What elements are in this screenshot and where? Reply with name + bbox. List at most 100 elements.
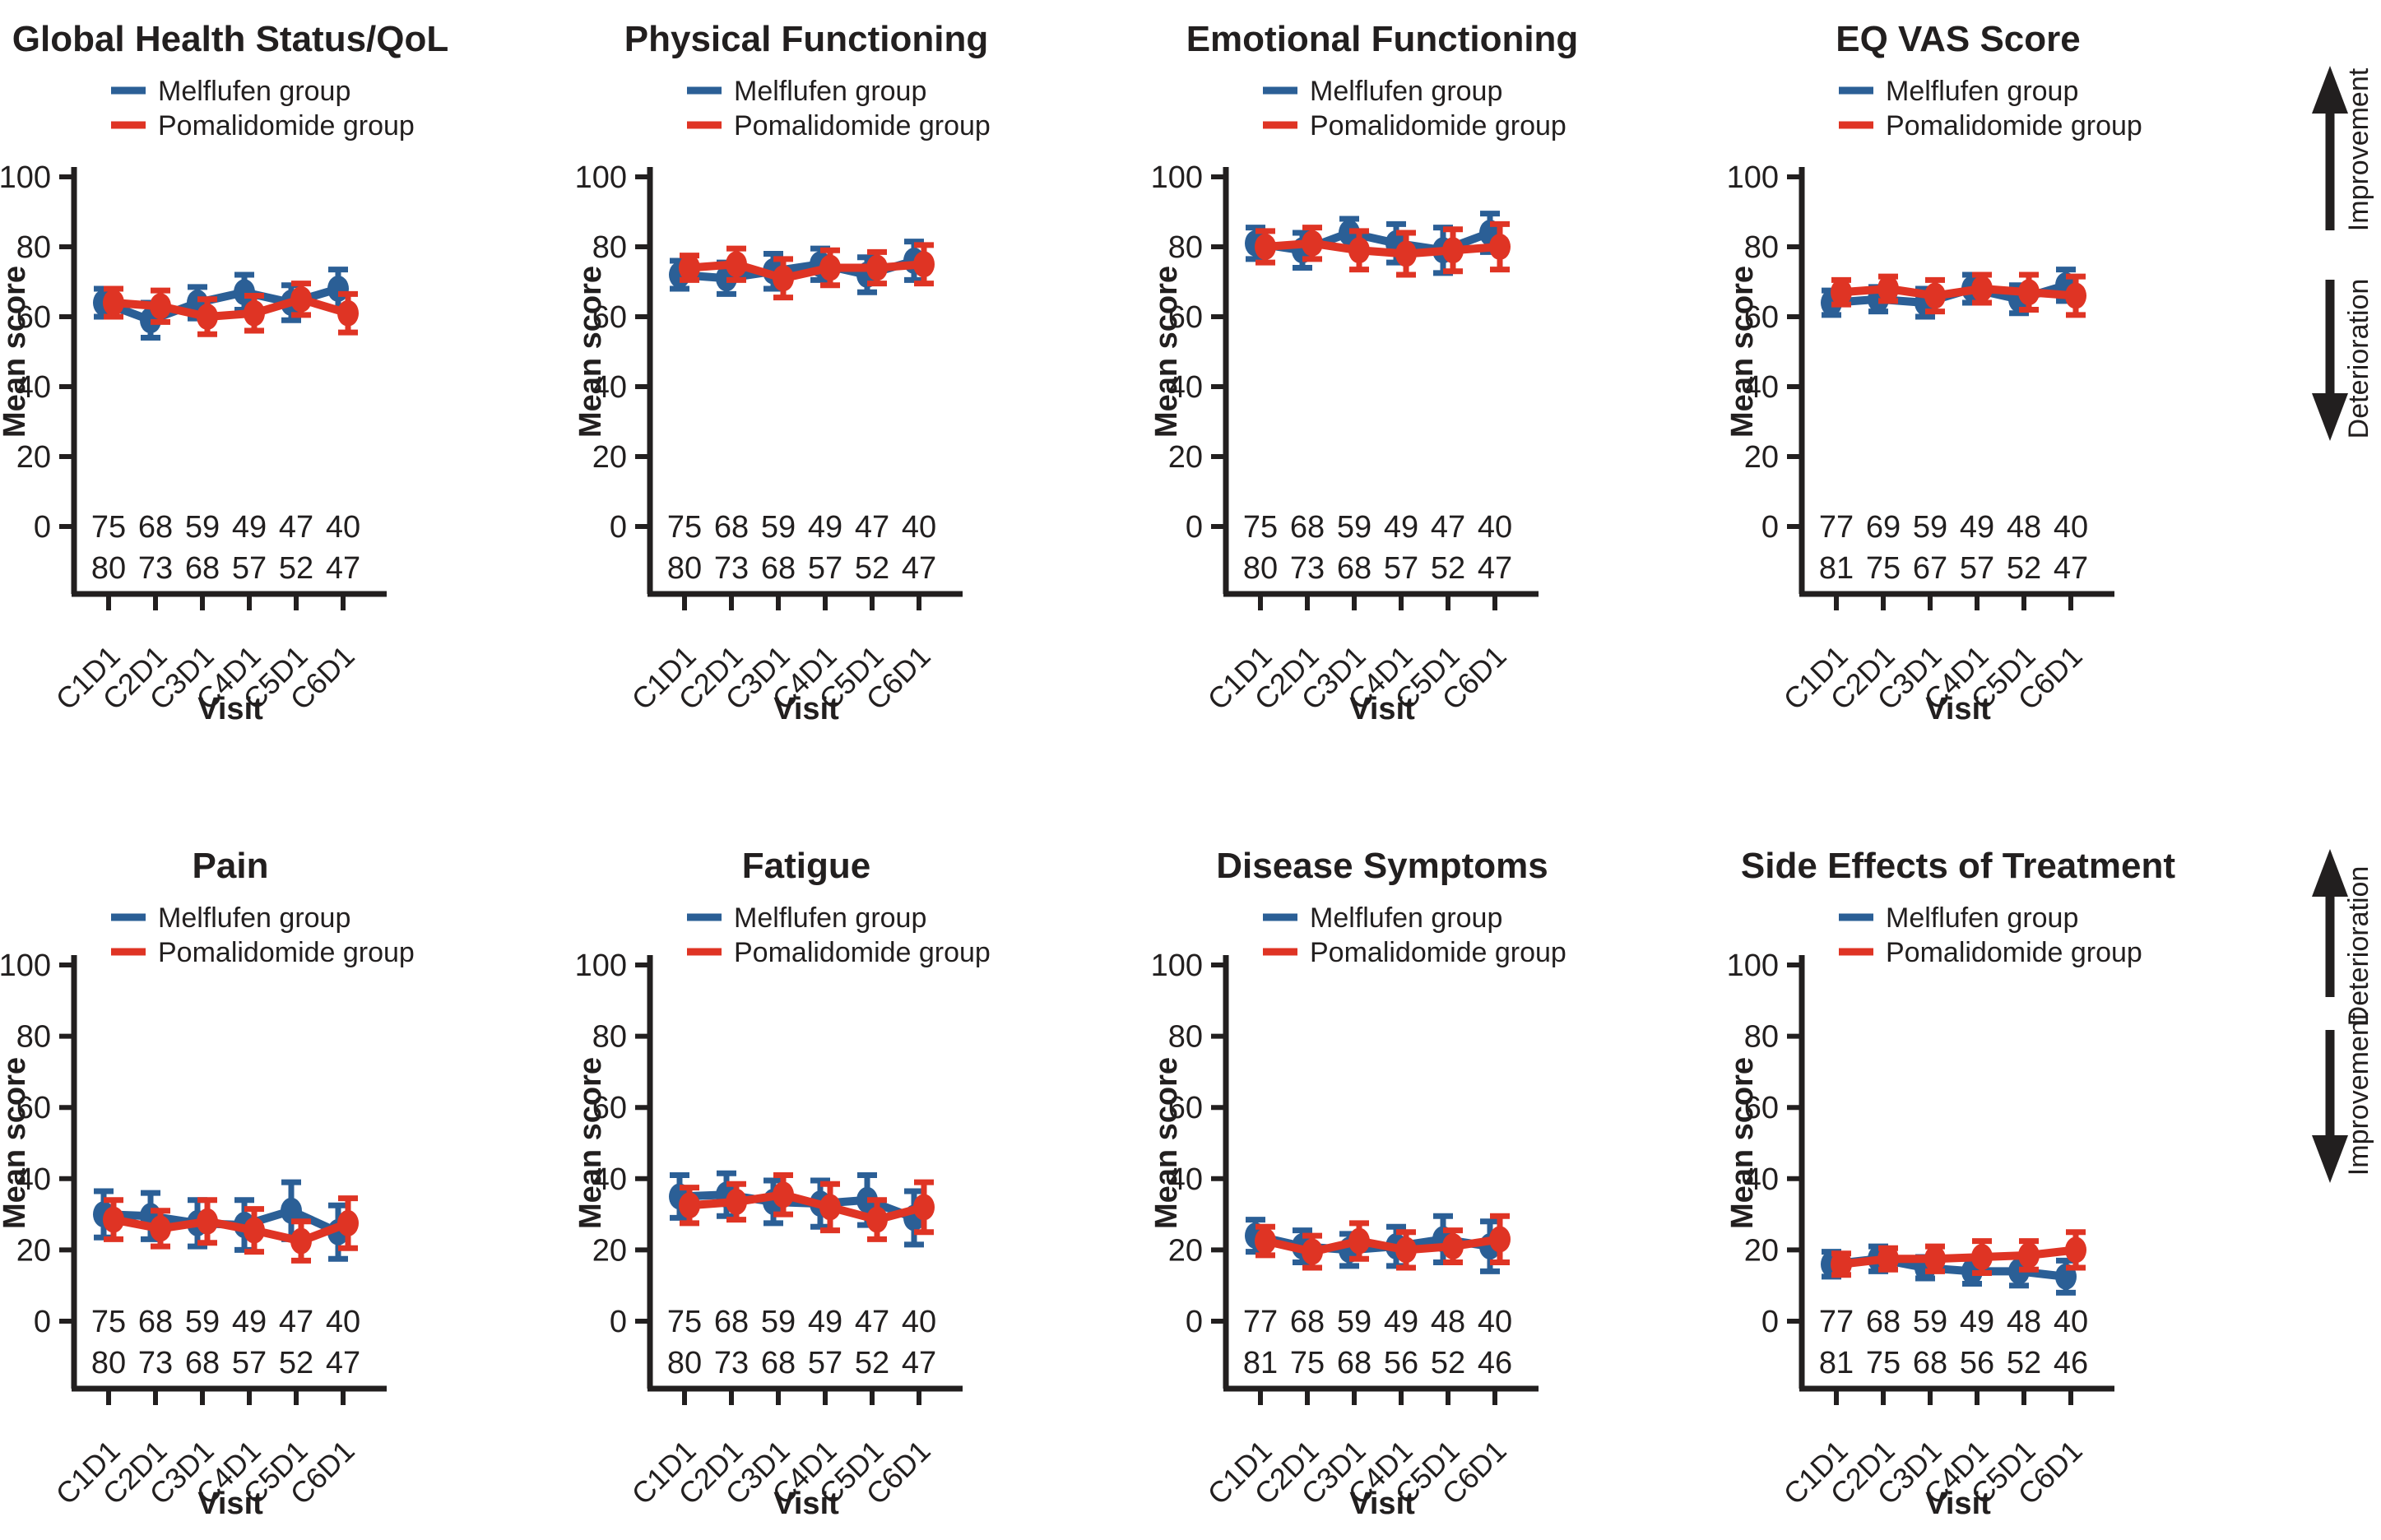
melflufen-legend-label: Melflufen group bbox=[1886, 902, 2078, 934]
y-ticks: 0 20 40 60 80 100 bbox=[1151, 160, 1226, 545]
pomalidomide-count: 47 bbox=[902, 1346, 936, 1380]
melflufen-count: 68 bbox=[714, 510, 749, 545]
y-tick-label: 0 bbox=[1186, 1305, 1203, 1339]
chart-title: Side Effects of Treatment bbox=[1741, 846, 2175, 886]
melflufen-count: 40 bbox=[2054, 510, 2088, 545]
melflufen-count: 49 bbox=[808, 1305, 842, 1339]
deterioration-label: Deterioration bbox=[2343, 866, 2374, 1027]
melflufen-legend-label: Melflufen group bbox=[158, 902, 350, 934]
data-point bbox=[913, 251, 935, 278]
legend: Melflufen group Pomalidomide group bbox=[1263, 902, 1566, 968]
melflufen-count: 75 bbox=[91, 1305, 126, 1339]
melflufen-count: 47 bbox=[1431, 510, 1465, 545]
pain-chart: Pain Melflufen group Pomalidomide group … bbox=[0, 846, 415, 1521]
deterioration-arrow-top-row: Deterioration bbox=[2312, 279, 2374, 441]
pomalidomide-count: 46 bbox=[2054, 1346, 2088, 1380]
pomalidomide-count: 57 bbox=[232, 1346, 267, 1380]
x-axis-label: Visit bbox=[773, 692, 839, 726]
pomalidomide-series bbox=[679, 1171, 935, 1242]
chart-title: Global Health Status/QoL bbox=[12, 19, 449, 59]
melflufen-count: 49 bbox=[808, 510, 842, 545]
data-point bbox=[913, 1194, 935, 1221]
data-point bbox=[2018, 1241, 2040, 1269]
improvement-label: Improvement bbox=[2343, 67, 2374, 231]
y-tick-label: 60 bbox=[16, 300, 51, 335]
data-point bbox=[290, 285, 312, 313]
pomalidomide-count: 57 bbox=[808, 1346, 842, 1380]
y-tick-label: 20 bbox=[592, 440, 627, 475]
melflufen-count: 59 bbox=[185, 1305, 220, 1339]
melflufen-count: 40 bbox=[326, 1305, 360, 1339]
arrow-head-up-icon bbox=[2312, 849, 2348, 897]
pomalidomide-count: 80 bbox=[1243, 551, 1278, 586]
y-ticks: 0 20 40 60 80 100 bbox=[0, 160, 74, 545]
data-point bbox=[1971, 276, 1993, 302]
y-tick-label: 40 bbox=[16, 370, 51, 405]
data-point bbox=[679, 254, 700, 281]
data-point bbox=[1924, 1245, 1946, 1273]
data-point bbox=[1255, 234, 1276, 260]
pomalidomide-series bbox=[679, 242, 935, 301]
pomalidomide-count: 68 bbox=[185, 1346, 220, 1380]
legend: Melflufen group Pomalidomide group bbox=[111, 76, 415, 141]
y-tick-label: 0 bbox=[34, 510, 51, 545]
data-point bbox=[1489, 234, 1511, 260]
melflufen-count: 40 bbox=[1478, 1305, 1512, 1339]
melflufen-count: 68 bbox=[1290, 510, 1325, 545]
data-point bbox=[1302, 230, 1323, 257]
y-tick-label: 60 bbox=[592, 1091, 627, 1125]
improvement-arrow-bottom-row: Improvement bbox=[2312, 1012, 2374, 1183]
melflufen-count: 49 bbox=[1960, 510, 1994, 545]
x-axis-label: Visit bbox=[1925, 1487, 1991, 1521]
data-point bbox=[337, 299, 359, 327]
x-axis-label: Visit bbox=[197, 692, 263, 726]
y-tick-label: 40 bbox=[592, 1162, 627, 1197]
melflufen-count: 75 bbox=[91, 510, 126, 545]
data-point bbox=[1877, 276, 1899, 302]
panel-physical-functioning: Physical Functioning Melflufen group Pom… bbox=[573, 0, 1152, 770]
fatigue-chart: Fatigue Melflufen group Pomalidomide gro… bbox=[573, 846, 991, 1521]
side-effects-of-treatment-chart: Side Effects of Treatment Melflufen grou… bbox=[1725, 846, 2175, 1521]
y-tick-label: 20 bbox=[16, 440, 51, 475]
y-tick-label: 20 bbox=[1168, 1233, 1203, 1268]
chart-grid: Global Health Status/QoL Melflufen group… bbox=[0, 0, 2175, 1521]
data-point bbox=[290, 1227, 312, 1255]
y-axis-label: Mean score bbox=[576, 1057, 608, 1229]
pomalidomide-count: 46 bbox=[1478, 1346, 1512, 1380]
y-tick-label: 60 bbox=[1744, 300, 1779, 335]
y-tick-label: 100 bbox=[576, 160, 627, 195]
data-point bbox=[773, 1181, 794, 1208]
physical-functioning-chart: Physical Functioning Melflufen group Pom… bbox=[573, 19, 991, 726]
legend: Melflufen group Pomalidomide group bbox=[1263, 76, 1566, 141]
y-axis-label: Mean score bbox=[1728, 266, 1760, 438]
pomalidomide-count: 68 bbox=[1337, 551, 1372, 586]
melflufen-count: 75 bbox=[1243, 510, 1278, 545]
melflufen-count: 59 bbox=[761, 510, 796, 545]
melflufen-count: 49 bbox=[1384, 510, 1418, 545]
y-ticks: 0 20 40 60 80 100 bbox=[575, 949, 650, 1339]
pomalidomide-count: 68 bbox=[1913, 1346, 1947, 1380]
melflufen-count: 40 bbox=[902, 1305, 936, 1339]
data-point bbox=[726, 1188, 747, 1215]
melflufen-count: 49 bbox=[232, 510, 267, 545]
melflufen-count: 75 bbox=[667, 1305, 702, 1339]
patients-at-visit-counts: 77 69 59 49 48 40 81 75 67 57 52 47 bbox=[1819, 510, 2088, 586]
y-tick-label: 40 bbox=[16, 1162, 51, 1197]
melflufen-count: 59 bbox=[761, 1305, 796, 1339]
y-tick-label: 80 bbox=[1744, 230, 1779, 265]
pomalidomide-count: 52 bbox=[2007, 551, 2041, 586]
data-point bbox=[150, 293, 171, 320]
emotional-functioning-chart: Emotional Functioning Melflufen group Po… bbox=[1149, 19, 1578, 726]
y-tick-label: 100 bbox=[576, 949, 627, 983]
data-point bbox=[819, 1194, 841, 1221]
data-point bbox=[103, 290, 124, 316]
pomalidomide-legend-label: Pomalidomide group bbox=[158, 937, 415, 968]
axes bbox=[1799, 167, 2114, 597]
